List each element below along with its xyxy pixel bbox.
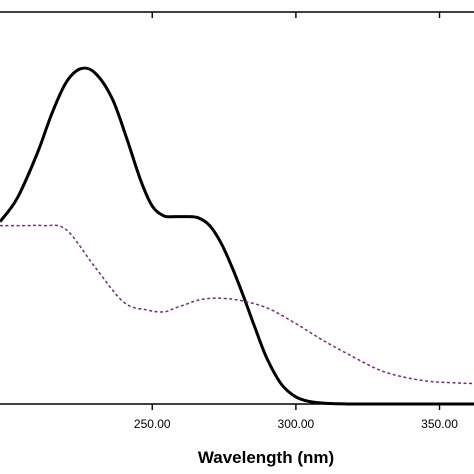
series-line-solid bbox=[0, 66, 474, 406]
x-axis-title: Wavelength (nm) bbox=[198, 448, 334, 467]
series-line-dashed bbox=[0, 224, 474, 385]
series-group bbox=[0, 66, 474, 406]
x-tick-labels: 250.00 300.00 350.00 bbox=[134, 417, 458, 431]
x-tick-label-2: 350.00 bbox=[421, 417, 458, 431]
x-tick-label-0: 250.00 bbox=[134, 417, 171, 431]
x-tick-label-1: 300.00 bbox=[278, 417, 315, 431]
